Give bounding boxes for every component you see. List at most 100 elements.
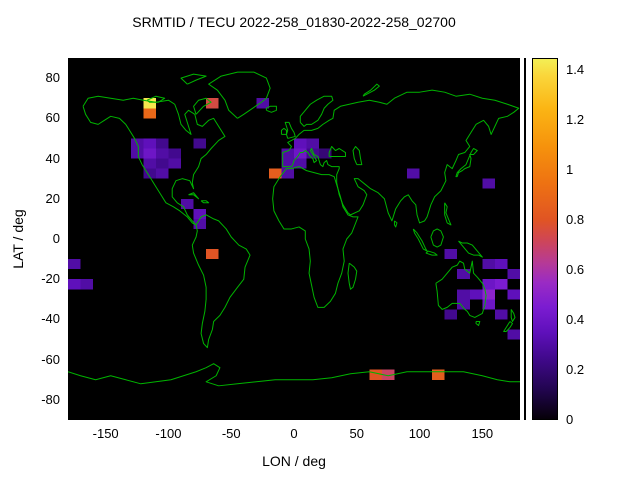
coastline-path [353, 146, 362, 164]
heatmap-cell [469, 289, 483, 300]
heatmap-cell [155, 138, 169, 149]
colorbar-tick-label: 1.4 [566, 62, 585, 78]
heatmap-cell [143, 158, 156, 169]
x-tick-label: 50 [349, 426, 364, 441]
heatmap-cell [482, 299, 495, 310]
heatmap-cell [143, 108, 156, 119]
heatmap-cell [281, 148, 294, 159]
world-map-svg [68, 58, 520, 420]
heatmap-cell [281, 168, 294, 179]
heatmap-cell [294, 158, 307, 169]
coastline-path [426, 251, 437, 255]
heatmap-cell [155, 158, 169, 169]
coastline-path [456, 149, 477, 177]
heatmap-cell [294, 138, 307, 149]
coastline-path [266, 106, 276, 112]
heatmap-cell [143, 168, 156, 179]
heatmap-cell [444, 249, 458, 260]
heatmap-cell [281, 158, 294, 169]
colorbar-tick-label: 0 [566, 412, 574, 427]
coastline-path [413, 229, 427, 251]
coastline-path [181, 74, 206, 84]
heatmap-cell [193, 218, 207, 229]
plot-title: SRMTID / TECU 2022-258_01830-2022-258_02… [132, 14, 456, 30]
heatmap-cell [155, 168, 169, 179]
y-tick-label: -40 [41, 311, 60, 327]
heatmap-cell [432, 369, 445, 380]
x-tick-label: 0 [290, 426, 298, 441]
heatmap-cell [306, 138, 320, 149]
heatmap-cell [444, 309, 458, 320]
coastline-path [348, 263, 357, 289]
colorbar-tick-label: 0.4 [566, 312, 585, 328]
coastline-path [504, 321, 513, 331]
coastline-path [363, 84, 379, 96]
heatmap-cell [256, 98, 269, 109]
heatmap-cells [68, 98, 520, 380]
heatmap-cell [482, 289, 495, 300]
heatmap-cell [494, 309, 508, 320]
colorbar-tick-label: 1 [566, 162, 574, 178]
colorbar-tick-label: 0.8 [566, 212, 585, 228]
y-tick-label: 60 [45, 110, 60, 126]
heatmap-cell [268, 168, 282, 179]
heatmap-cell [130, 148, 144, 159]
heatmap-cell [206, 249, 219, 260]
coastline-path [201, 201, 209, 203]
heatmap-cell [482, 259, 495, 270]
coastline-path [147, 96, 165, 102]
heatmap-cell [193, 138, 207, 149]
plot-right-border [524, 58, 526, 420]
coastline-path [83, 96, 225, 225]
coastline-path [209, 72, 271, 118]
heatmap-cell [294, 148, 307, 159]
heatmap-cell [143, 148, 156, 159]
coastlines [68, 72, 520, 386]
x-tick-label: 100 [408, 426, 431, 441]
coastline-path [431, 229, 444, 247]
colorbar-tick-label: 0.6 [566, 262, 585, 278]
coastline-path [511, 309, 515, 321]
heatmap-cell [494, 279, 508, 290]
coastline-path [394, 221, 397, 227]
heatmap-cell [482, 178, 495, 189]
coastline-path [445, 203, 451, 225]
y-tick-label: -80 [41, 391, 60, 407]
colorbar-tick-label: 1.2 [566, 112, 585, 128]
heatmap-cell [168, 158, 181, 169]
coastline-path [273, 167, 358, 308]
heatmap-cell [369, 369, 382, 380]
x-tick-label: 150 [471, 426, 494, 441]
heatmap-cell [319, 148, 332, 159]
coastline-path [189, 193, 199, 199]
heatmap-cell [507, 289, 520, 300]
coastline-path [192, 215, 250, 348]
heatmap-cell [381, 369, 395, 380]
plot-area [68, 58, 520, 420]
coastline-path [458, 241, 482, 257]
coastline-path [476, 321, 480, 325]
coastline-path [283, 90, 519, 223]
heatmap-cell [206, 98, 219, 109]
heatmap-cell [181, 198, 194, 209]
heatmap-cell [143, 98, 156, 109]
heatmap-cell [80, 279, 94, 290]
y-tick-label: 40 [45, 150, 60, 166]
coastline-path [68, 364, 520, 386]
heatmap-cell [494, 259, 508, 270]
x-tick-label: -100 [155, 426, 182, 441]
heatmap-cell [68, 259, 81, 270]
heatmap-cell [155, 148, 169, 159]
heatmap-cell [507, 269, 520, 280]
y-tick-label: -20 [41, 271, 60, 287]
x-tick-label: -150 [92, 426, 119, 441]
colorbar-tick-label: 0.2 [566, 362, 585, 378]
y-tick-label: 0 [52, 231, 60, 246]
heatmap-cell [457, 289, 470, 300]
coastline-path [329, 146, 345, 156]
heatmap-cell [168, 148, 181, 159]
heatmap-cell [306, 148, 320, 159]
heatmap-cell [193, 208, 207, 219]
heatmap-cell [407, 168, 420, 179]
